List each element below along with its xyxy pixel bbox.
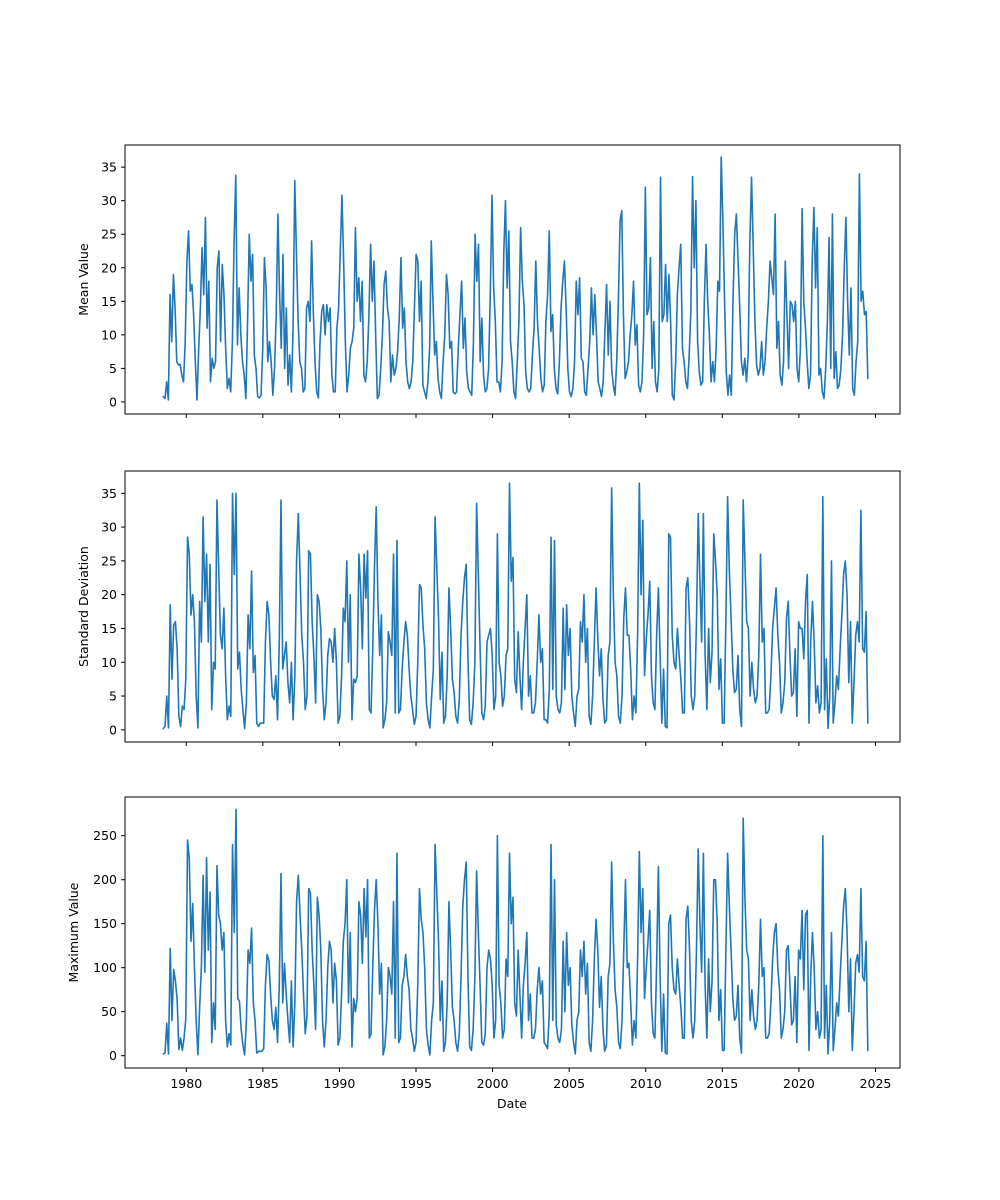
ytick-label-mean-value-35: 35 (101, 160, 117, 175)
series-line-mean-value (162, 156, 869, 401)
ytick-label-mean-value-30: 30 (101, 193, 117, 208)
ylabel-mean-value: Mean Value (76, 243, 91, 316)
series-line-standard-deviation (162, 482, 869, 730)
xtick-label-1995: 1995 (400, 1076, 432, 1091)
ylabel-maximum-value: Maximum Value (66, 882, 81, 982)
ytick-label-maximum-value-100: 100 (93, 960, 117, 975)
ytick-label-mean-value-5: 5 (109, 361, 117, 376)
panel-maximum-value: Maximum Value 0 50 100 150 200 250 1980 1985 199… (66, 796, 901, 1091)
axes-frame-standard-deviation (124, 470, 901, 743)
ytick-label-mean-value-10: 10 (101, 327, 117, 342)
xtick-label-2015: 2015 (706, 1076, 738, 1091)
ytick-label-mean-value-0: 0 (109, 394, 117, 409)
panel-standard-deviation: Standard Deviation 0 5 10 15 20 25 30 35 (76, 470, 901, 746)
xtick-label-1990: 1990 (324, 1076, 356, 1091)
xtick-label-2000: 2000 (477, 1076, 509, 1091)
ytick-label-standard-deviation-10: 10 (101, 655, 117, 670)
xtick-label-2005: 2005 (553, 1076, 585, 1091)
xtick-label-1980: 1980 (170, 1076, 202, 1091)
axes-frame-mean-value (124, 144, 901, 415)
ytick-label-maximum-value-150: 150 (93, 916, 117, 931)
ytick-label-maximum-value-200: 200 (93, 872, 117, 887)
xtick-label-2010: 2010 (630, 1076, 662, 1091)
ytick-label-standard-deviation-20: 20 (101, 587, 117, 602)
axes-frame-maximum-value (124, 796, 901, 1069)
series-line-maximum-value (162, 808, 869, 1056)
ytick-label-mean-value-20: 20 (101, 260, 117, 275)
ytick-label-standard-deviation-0: 0 (109, 722, 117, 737)
xlabel-date: Date (497, 1096, 527, 1111)
ytick-label-standard-deviation-15: 15 (101, 621, 117, 636)
ytick-label-standard-deviation-30: 30 (101, 520, 117, 535)
xtick-label-2020: 2020 (783, 1076, 815, 1091)
ytick-label-maximum-value-50: 50 (101, 1004, 117, 1019)
ytick-label-mean-value-15: 15 (101, 294, 117, 309)
xtick-label-1985: 1985 (247, 1076, 279, 1091)
ylabel-standard-deviation: Standard Deviation (76, 546, 91, 667)
panel-mean-value: Mean Value 0 5 10 15 20 25 30 35 (76, 144, 901, 418)
ytick-label-maximum-value-0: 0 (109, 1048, 117, 1063)
ytick-label-standard-deviation-35: 35 (101, 486, 117, 501)
ytick-label-standard-deviation-25: 25 (101, 553, 117, 568)
ytick-label-mean-value-25: 25 (101, 227, 117, 242)
xtick-label-2025: 2025 (860, 1076, 892, 1091)
ytick-label-maximum-value-250: 250 (93, 828, 117, 843)
ytick-label-standard-deviation-5: 5 (109, 689, 117, 704)
